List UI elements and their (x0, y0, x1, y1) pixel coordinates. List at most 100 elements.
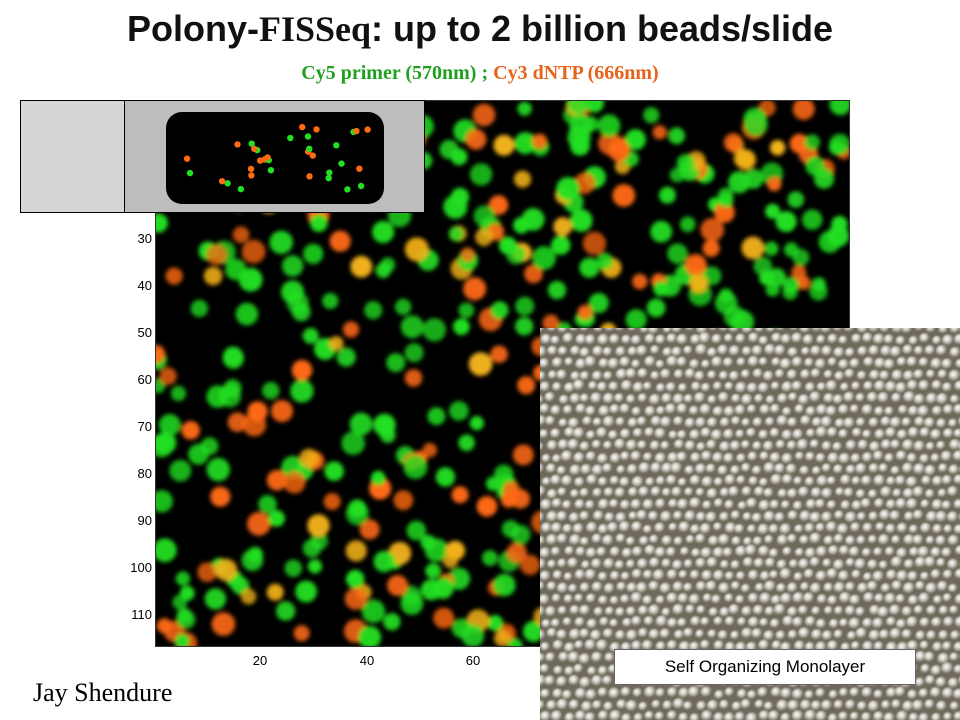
monolayer-bead (884, 380, 898, 394)
monolayer-bead (936, 418, 948, 430)
monolayer-bead (661, 392, 673, 405)
monolayer-bead (844, 511, 858, 525)
monolayer-bead (728, 328, 741, 335)
monolayer-bead (717, 344, 730, 357)
y-tick: 60 (137, 372, 152, 387)
bead-spot (507, 638, 523, 646)
monolayer-bead (931, 475, 944, 488)
monolayer-bead (764, 557, 777, 570)
monolayer-bead (815, 688, 826, 699)
monolayer-bead (775, 630, 787, 642)
bead-spot (433, 607, 455, 629)
monolayer-bead (608, 333, 621, 346)
monolayer-bead (540, 403, 551, 415)
monolayer-bead (556, 369, 568, 382)
monolayer-bead (632, 381, 645, 394)
monolayer-bead (776, 699, 789, 713)
chamber-dot (234, 141, 241, 148)
monolayer-bead (707, 629, 718, 640)
bead-spot (435, 467, 456, 487)
monolayer-bead (901, 328, 914, 335)
monolayer-bead (846, 631, 857, 642)
monolayer-bead (763, 701, 774, 712)
monolayer-bead (775, 439, 787, 451)
bead-spot (700, 217, 725, 242)
monolayer-bead (699, 639, 711, 651)
monolayer-bead (631, 568, 644, 581)
monolayer-bead (625, 394, 637, 405)
monolayer-bead (855, 627, 868, 641)
monolayer-bead (759, 592, 772, 606)
monolayer-bead (684, 465, 696, 476)
bead-spot (346, 569, 365, 589)
monolayer-bead (695, 511, 707, 523)
bead-spot (241, 239, 266, 264)
monolayer-bead (641, 639, 654, 652)
monolayer-bead (700, 359, 711, 370)
monolayer-bead (702, 500, 713, 511)
monolayer-bead (603, 583, 616, 595)
bead-spot (652, 125, 667, 140)
monolayer-bead (741, 346, 753, 358)
monolayer-bead (619, 403, 632, 416)
monolayer-bead (782, 615, 795, 628)
monolayer-bead (708, 328, 719, 332)
monolayer-bead (763, 510, 777, 524)
monolayer-bead (672, 416, 685, 428)
x-tick: 20 (252, 653, 268, 668)
monolayer-bead (579, 393, 590, 404)
monolayer-bead (941, 382, 953, 394)
monolayer-bead (731, 701, 743, 713)
monolayer-bead (695, 581, 708, 593)
monolayer-bead (773, 603, 787, 617)
monolayer-bead (880, 416, 892, 428)
monolayer-bead (707, 535, 720, 548)
monolayer-bead (569, 489, 580, 500)
monolayer-bead (551, 382, 563, 393)
monolayer-bead (545, 415, 556, 427)
monolayer-bead (924, 489, 936, 500)
monolayer-bead (644, 544, 657, 557)
monolayer-bead (564, 666, 575, 677)
monolayer-bead (753, 557, 765, 570)
monolayer-bead (925, 328, 937, 334)
monolayer-bead (787, 629, 799, 641)
monolayer-bead (690, 548, 702, 559)
monolayer-bead (938, 463, 949, 474)
monolayer-bead (579, 487, 590, 499)
monolayer-bead (575, 403, 587, 416)
monolayer-bead (676, 333, 689, 347)
monolayer-bead (952, 688, 960, 701)
monolayer-bead (574, 569, 587, 582)
monolayer-bead (724, 571, 735, 582)
monolayer-bead (655, 475, 667, 487)
monolayer-bead (550, 710, 564, 720)
monolayer-bead (690, 616, 702, 628)
monolayer-bead (919, 427, 931, 439)
monolayer-bead (676, 430, 688, 441)
monolayer-bead (557, 439, 570, 452)
monolayer-bead (557, 346, 569, 357)
monolayer-bead (856, 511, 867, 523)
monolayer-bead (903, 534, 916, 547)
monolayer-bead (659, 368, 672, 381)
monolayer-bead (849, 711, 860, 720)
monolayer-bead (540, 371, 547, 382)
bead-spot (818, 230, 841, 253)
bead-spot (215, 558, 238, 581)
monolayer-bead (891, 328, 905, 335)
monolayer-bead (614, 393, 625, 404)
monolayer-bead (757, 523, 771, 537)
monolayer-bead (947, 418, 959, 429)
monolayer-bead (758, 710, 771, 720)
bead-spot (232, 226, 250, 243)
monolayer-bead (552, 570, 564, 581)
monolayer-bead (844, 605, 857, 618)
monolayer-bead (630, 334, 642, 347)
bead-spot (293, 625, 310, 642)
monolayer-bead (631, 546, 644, 558)
monolayer-bead (879, 509, 892, 522)
monolayer-bead (665, 382, 677, 394)
chamber-dot (299, 123, 306, 131)
monolayer-bead (695, 629, 705, 640)
